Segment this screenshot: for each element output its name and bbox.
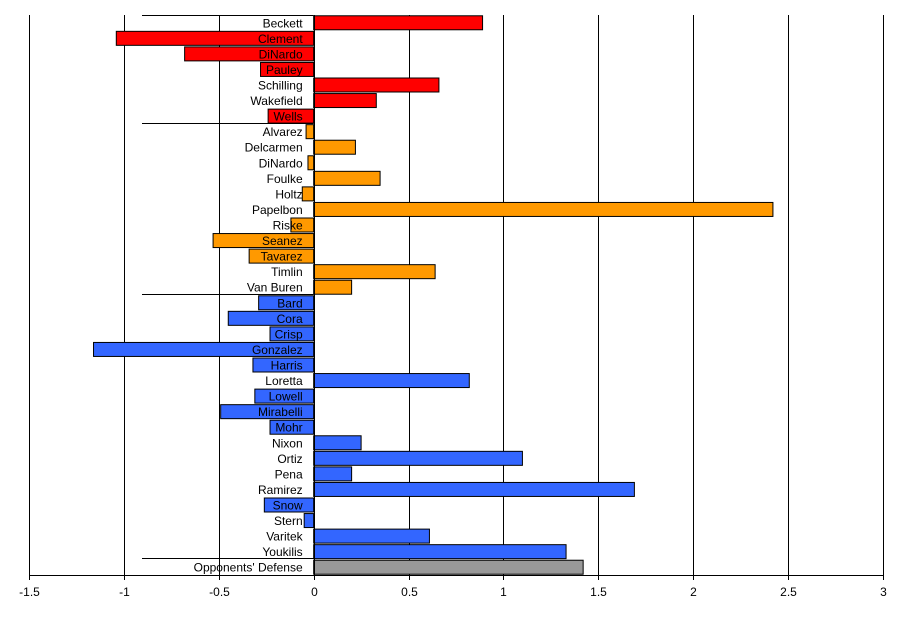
bar	[267, 108, 315, 124]
category-label: DiNardo	[259, 47, 303, 61]
category-label: Youkilis	[262, 545, 302, 559]
category-label: Holtz	[275, 187, 302, 201]
bar	[307, 155, 315, 171]
category-labels: BeckettClementDiNardoPauleySchillingWake…	[194, 16, 304, 574]
bar	[313, 559, 584, 575]
category-label: Cora	[277, 312, 303, 326]
x-tick-label: 1.5	[590, 585, 607, 599]
bar	[290, 217, 315, 233]
bar	[313, 170, 381, 186]
category-label: Tavarez	[261, 250, 303, 264]
category-label: Nixon	[272, 436, 303, 450]
category-label: Foulke	[267, 172, 303, 186]
category-label: Stern	[274, 514, 303, 528]
x-tick-label: -0.5	[209, 585, 230, 599]
bar	[313, 481, 635, 497]
category-label: Ramirez	[258, 483, 303, 497]
bar	[93, 341, 315, 357]
bar	[269, 419, 315, 435]
bar	[260, 61, 315, 77]
category-label: Harris	[271, 359, 303, 373]
bar	[313, 373, 470, 389]
category-label: Van Buren	[247, 281, 303, 295]
category-label: Varitek	[266, 530, 303, 544]
category-label: Loretta	[265, 374, 303, 388]
x-tick-label: 3	[880, 585, 887, 599]
bar	[313, 435, 362, 451]
category-label: Opponents' Defense	[194, 561, 303, 575]
category-label: Gonzalez	[252, 343, 303, 357]
category-label: Pena	[275, 467, 303, 481]
bar	[313, 93, 377, 109]
bar	[313, 201, 774, 217]
category-label: Alvarez	[263, 125, 303, 139]
bar	[303, 513, 315, 529]
bar	[313, 544, 567, 560]
category-label: Snow	[273, 499, 303, 513]
bar	[248, 248, 315, 264]
category-label: Beckett	[263, 16, 304, 30]
bar	[254, 388, 315, 404]
category-label: Seanez	[262, 234, 303, 248]
category-label: DiNardo	[259, 156, 303, 170]
bar	[313, 15, 484, 31]
category-label: Delcarmen	[245, 141, 303, 155]
x-tick-label: 2.5	[780, 585, 797, 599]
category-label: Crisp	[275, 327, 303, 341]
category-label: Mohr	[275, 421, 302, 435]
bar	[184, 46, 315, 62]
category-label: Clement	[258, 32, 303, 46]
x-tick-label: 1	[500, 585, 507, 599]
bar	[313, 77, 440, 93]
category-label: Wakefield	[250, 94, 302, 108]
bar	[115, 30, 315, 46]
bar	[313, 450, 523, 466]
category-label: Pauley	[266, 63, 303, 77]
bar	[252, 357, 315, 373]
x-tick-label: 2	[690, 585, 697, 599]
x-tick-label: -1	[119, 585, 130, 599]
category-label: Riske	[273, 219, 303, 233]
bar	[227, 310, 315, 326]
x-axis: -1.5 -1 -0.5 0 0.5 1 1.5 2 2.5 3	[19, 15, 887, 599]
category-label: Timlin	[271, 265, 303, 279]
bar	[313, 264, 436, 280]
category-label: Lowell	[269, 390, 303, 404]
bar	[220, 404, 315, 420]
x-tick-label: -1.5	[19, 585, 40, 599]
category-label: Schilling	[258, 79, 303, 93]
x-tick-label: 0.5	[401, 585, 418, 599]
bar	[301, 186, 315, 202]
category-label: Papelbon	[252, 203, 303, 217]
category-label: Bard	[277, 296, 302, 310]
bar	[212, 233, 315, 249]
bar	[313, 466, 353, 482]
bar	[305, 124, 315, 140]
bar	[263, 497, 315, 513]
category-label: Wells	[274, 110, 303, 124]
category-label: Ortiz	[277, 452, 302, 466]
bar	[258, 295, 315, 311]
grid-lines	[29, 15, 884, 575]
x-tick-label: 0	[311, 585, 318, 599]
bar	[269, 326, 315, 342]
bar	[313, 139, 356, 155]
bars	[93, 15, 774, 575]
bar	[313, 528, 430, 544]
bar	[313, 279, 353, 295]
category-label: Mirabelli	[258, 405, 303, 419]
